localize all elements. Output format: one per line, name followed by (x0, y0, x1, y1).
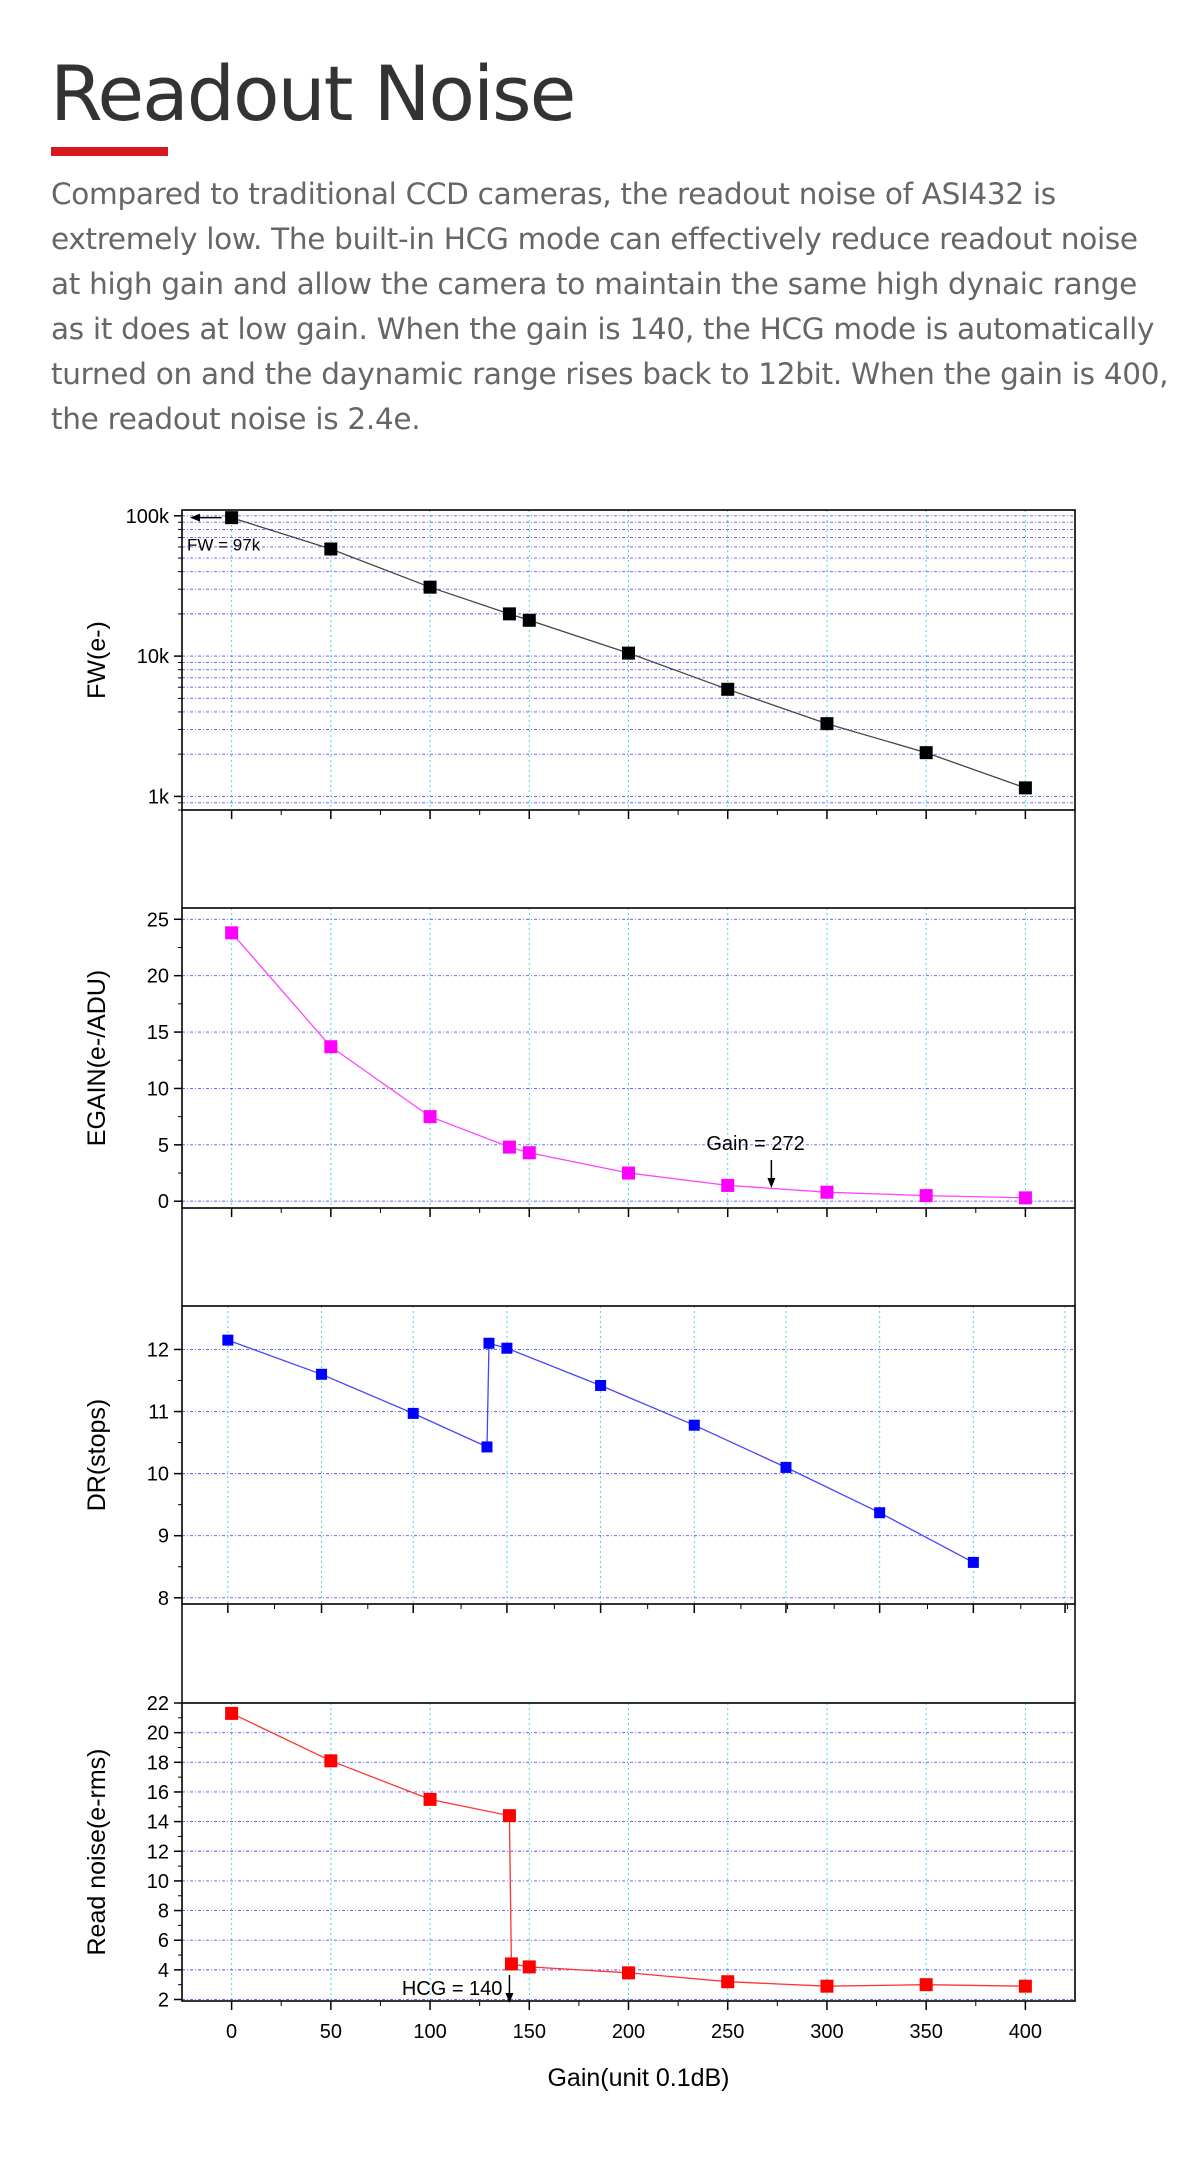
y-tick-label: 1k (148, 786, 170, 808)
data-point (622, 1166, 635, 1180)
data-point (324, 1040, 338, 1054)
data-point (501, 1342, 513, 1354)
y-tick-label: 100k (126, 506, 170, 528)
x-tick-label: 150 (513, 2021, 546, 2043)
x-tick-label: 200 (612, 2021, 645, 2043)
annotation-arrowhead (190, 513, 200, 522)
data-point (721, 1975, 735, 1989)
y-axis-label: DR(stops) (83, 1399, 111, 1512)
annotation-arrowhead (767, 1178, 776, 1188)
data-point (225, 511, 239, 525)
chart-panel-3: 8 9 10 11 12 DR(stops) (83, 1305, 1076, 1613)
y-tick-label: 10 (147, 1871, 169, 1893)
chart-panel-4: 2 4 6 8 10 12 14 16 18 20 22 0 50 100 150 200 250 300 350 4… (83, 1693, 1076, 2092)
x-tick-label: 300 (810, 2021, 843, 2043)
data-point (595, 1379, 607, 1391)
x-tick-label: 400 (1009, 2021, 1042, 2043)
y-tick-label: 4 (158, 1960, 169, 1982)
page-title: Readout Noise (50, 49, 576, 138)
y-tick-label: 12 (147, 1339, 169, 1361)
data-point (919, 746, 933, 760)
data-point (502, 1809, 516, 1823)
data-point (225, 926, 239, 940)
y-tick-label: 20 (147, 966, 169, 988)
y-tick-label: 25 (147, 909, 169, 931)
title-underline (51, 147, 168, 156)
y-tick-label: 0 (158, 1191, 169, 1213)
y-tick-label: 10 (147, 1464, 169, 1486)
data-point (780, 1461, 792, 1473)
annotation-label: HCG = 140 (402, 1978, 503, 2000)
y-tick-label: 10k (137, 646, 170, 668)
y-tick-label: 6 (158, 1930, 169, 1952)
data-point (316, 1368, 328, 1380)
y-tick-label: 12 (147, 1841, 169, 1863)
y-tick-label: 20 (147, 1723, 169, 1745)
y-tick-label: 5 (158, 1135, 169, 1157)
data-point (225, 1706, 239, 1720)
chart-panel-2: 0 5 10 15 20 25 EGAIN(e-/ADU) Gain = 272 (83, 907, 1076, 1217)
data-point (483, 1337, 495, 1349)
data-point (481, 1441, 493, 1453)
data-point (1018, 1191, 1032, 1205)
data-point (919, 1189, 933, 1203)
intro-paragraph: Compared to traditional CCD cameras, the… (51, 177, 1169, 436)
data-point (407, 1407, 419, 1419)
data-point (522, 613, 536, 627)
y-tick-label: 9 (158, 1526, 169, 1548)
data-point (820, 1979, 834, 1993)
y-tick-label: 10 (147, 1078, 169, 1100)
data-point (919, 1978, 933, 1992)
annotation-arrowhead (505, 1993, 514, 2003)
y-tick-label: 18 (147, 1752, 169, 1774)
x-tick-label: 0 (226, 2021, 237, 2043)
y-tick-label: 15 (147, 1022, 169, 1044)
data-point (1018, 781, 1032, 795)
plot-frame (181, 1702, 1076, 2002)
y-tick-label: 22 (147, 1693, 169, 1715)
data-point (820, 717, 834, 731)
x-tick-label: 100 (413, 2021, 446, 2043)
y-tick-label: 11 (148, 1402, 169, 1424)
y-tick-label: 8 (158, 1901, 169, 1923)
data-point (324, 542, 338, 556)
data-point (504, 1957, 518, 1971)
series-line (231, 517, 1026, 789)
data-point (502, 607, 516, 621)
data-point (502, 1140, 516, 1154)
series-line (231, 932, 1026, 1199)
annotation-label: Gain = 272 (706, 1133, 804, 1155)
y-axis-label: FW(e-) (83, 621, 111, 699)
data-point (967, 1556, 979, 1568)
data-point (423, 580, 437, 594)
data-point (423, 1110, 437, 1124)
data-point (721, 1178, 735, 1192)
y-tick-label: 8 (158, 1588, 169, 1610)
data-point (622, 646, 635, 660)
y-tick-label: 2 (158, 1990, 169, 2012)
y-axis-label: EGAIN(e-/ADU) (83, 970, 111, 1146)
x-axis-label: Gain(unit 0.1dB) (547, 2064, 729, 2092)
data-point (874, 1507, 886, 1519)
data-point (324, 1754, 338, 1768)
data-point (522, 1960, 536, 1974)
y-tick-label: 14 (147, 1812, 169, 1834)
x-tick-label: 50 (320, 2021, 342, 2043)
data-point (688, 1419, 700, 1431)
y-tick-label: 16 (147, 1782, 169, 1804)
annotation-label: FW = 97k (187, 536, 261, 555)
data-point (721, 682, 735, 696)
x-tick-label: 250 (711, 2021, 744, 2043)
y-axis-label: Read noise(e-rms) (83, 1748, 111, 1955)
data-point (522, 1146, 536, 1160)
data-point (1018, 1979, 1032, 1993)
chart-panel-1: 1k 10k 100k FW(e-) FW = 97k (83, 506, 1076, 819)
plot-frame (181, 1305, 1076, 1605)
data-point (222, 1334, 234, 1346)
data-point (622, 1966, 635, 1980)
x-tick-label: 350 (909, 2021, 942, 2043)
data-point (423, 1792, 437, 1806)
data-point (820, 1185, 834, 1199)
